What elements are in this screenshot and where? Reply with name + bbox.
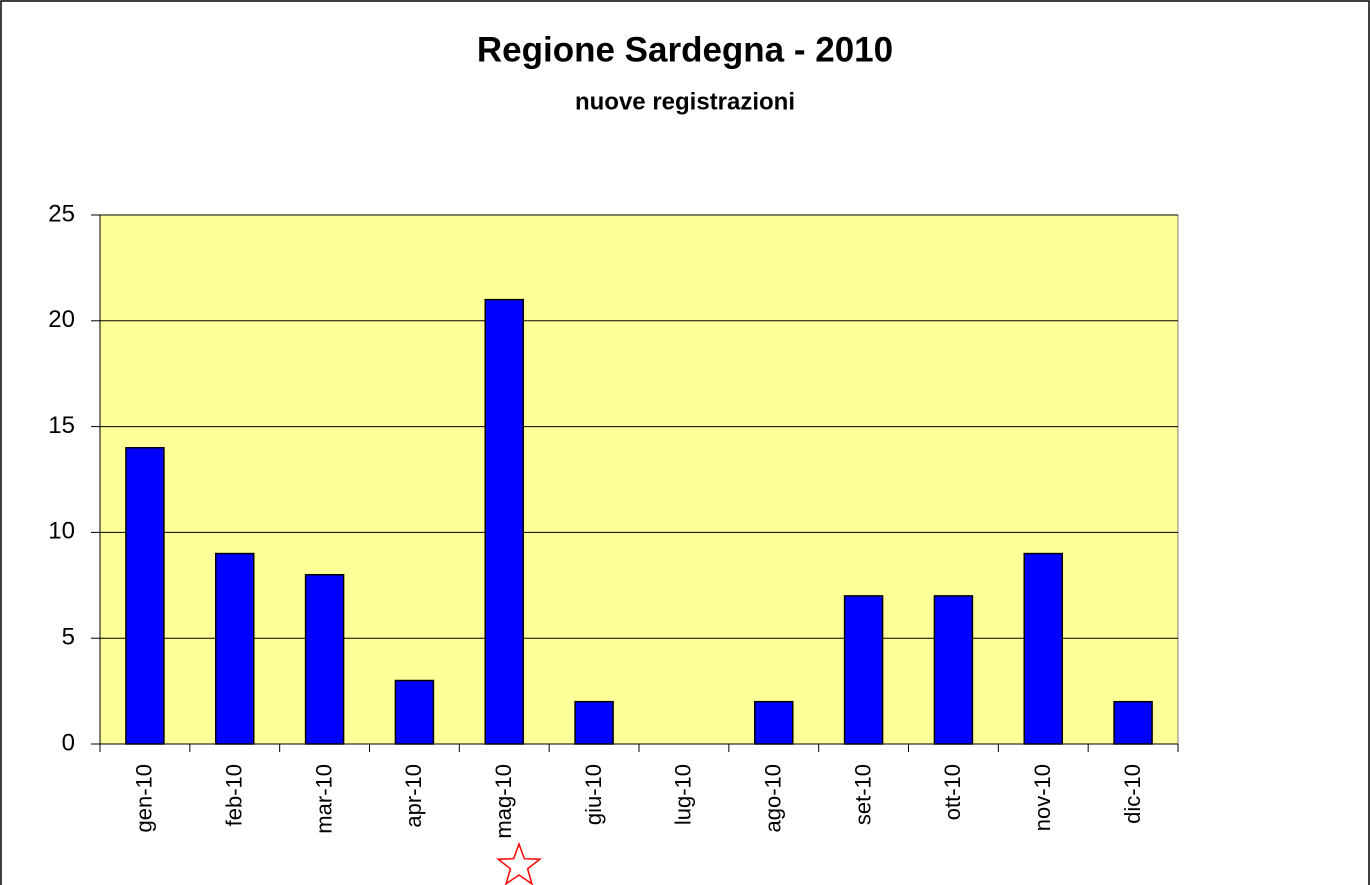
x-tick-label: mag-10 bbox=[491, 764, 516, 839]
bar bbox=[394, 679, 435, 745]
bar bbox=[1023, 552, 1063, 745]
x-tick-label: nov-10 bbox=[1030, 764, 1055, 831]
x-tick-label: apr-10 bbox=[401, 764, 426, 828]
bar bbox=[843, 595, 884, 745]
bar bbox=[1113, 700, 1153, 745]
star-annotation bbox=[496, 841, 542, 885]
x-tick-label: gen-10 bbox=[132, 764, 157, 833]
bar bbox=[484, 298, 524, 745]
x-tick-label: ago-10 bbox=[761, 764, 786, 833]
bar bbox=[125, 447, 165, 745]
bar bbox=[754, 700, 794, 745]
x-tick-label: lug-10 bbox=[671, 764, 696, 825]
y-tick-label: 10 bbox=[48, 518, 75, 545]
x-tick-label: set-10 bbox=[850, 764, 875, 825]
y-tick-label: 15 bbox=[48, 412, 75, 439]
x-tick-label: dic-10 bbox=[1120, 764, 1145, 824]
chart-subtitle: nuove registrazioni bbox=[575, 88, 795, 115]
chart-title: Regione Sardegna - 2010 bbox=[477, 30, 893, 69]
bar bbox=[304, 573, 345, 745]
y-tick-label: 5 bbox=[62, 624, 75, 651]
x-tick-label: giu-10 bbox=[581, 764, 606, 825]
plot-area bbox=[99, 214, 1179, 745]
x-tick-label: ott-10 bbox=[940, 764, 965, 820]
x-tick-label: feb-10 bbox=[222, 764, 247, 826]
bar bbox=[574, 700, 614, 745]
bar bbox=[215, 552, 255, 745]
bar bbox=[933, 595, 974, 745]
x-tick-label: mar-10 bbox=[311, 764, 336, 834]
y-tick-label: 0 bbox=[62, 729, 75, 756]
y-tick-label: 25 bbox=[48, 200, 75, 227]
y-tick-label: 20 bbox=[48, 306, 75, 333]
